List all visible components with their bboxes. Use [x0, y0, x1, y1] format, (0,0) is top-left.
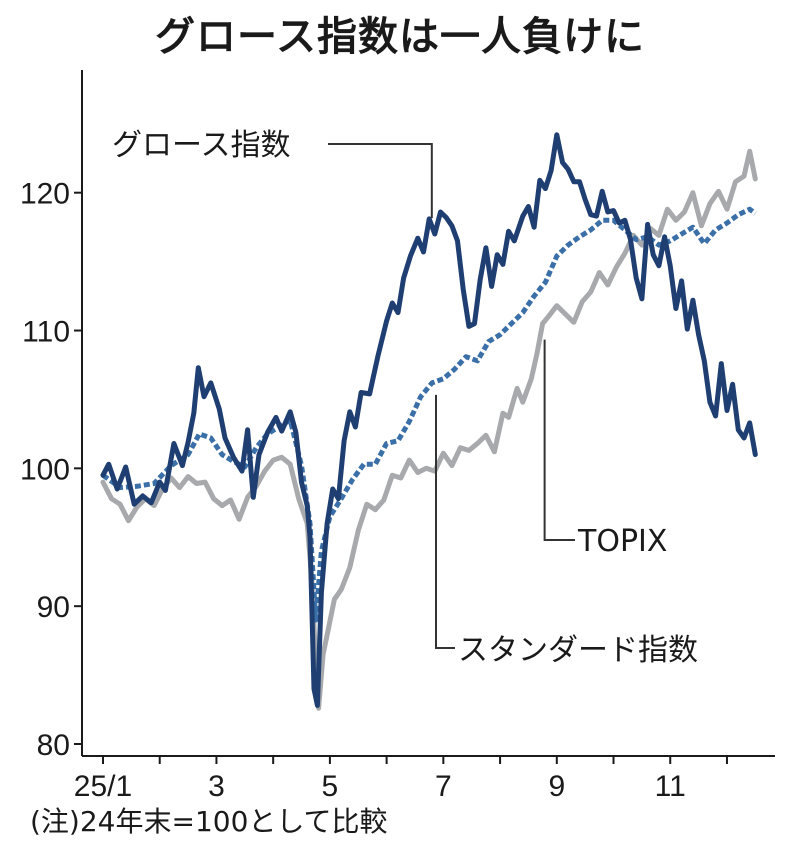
series-line [100, 148, 758, 711]
label-topix: TOPIX [577, 524, 667, 559]
label-standard: スタンダード指数 [458, 633, 698, 668]
chart-note: (注)24年末=100として比較 [30, 805, 388, 838]
x-tick-label: 11 [655, 770, 686, 803]
x-tick-label: 7 [435, 770, 452, 803]
x-tick-label: 3 [208, 770, 225, 803]
series-line [100, 132, 758, 708]
y-tick-label: 80 [37, 729, 70, 762]
x-tick-label: 5 [322, 770, 339, 803]
leader-topix [543, 339, 575, 541]
chart-title: グロース指数は一人負けに [155, 14, 645, 60]
leader-standard [435, 394, 455, 649]
y-tick-label: 110 [22, 316, 70, 349]
x-tick-label: 9 [548, 770, 565, 803]
x-tick-label: 25/1 [74, 770, 132, 803]
y-tick-label: 100 [20, 453, 70, 486]
axes: 80 90 100 110 120 25/1 3 5 7 9 11 [20, 70, 775, 803]
series-layer [100, 132, 758, 711]
label-growth: グロース指数 [112, 128, 291, 163]
y-tick-label: 90 [37, 591, 70, 624]
leader-growth [328, 143, 433, 219]
y-tick-label: 120 [20, 178, 70, 211]
